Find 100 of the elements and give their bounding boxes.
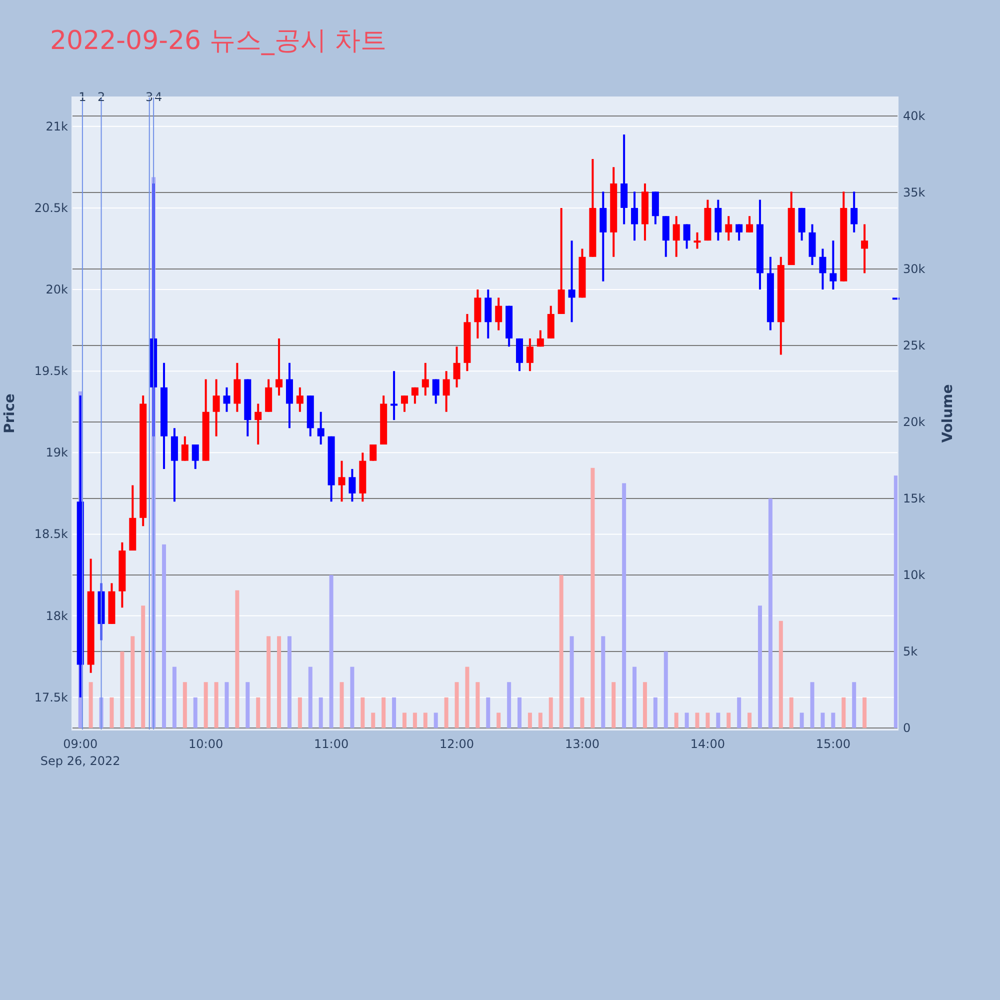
bar <box>622 483 626 728</box>
bar <box>486 697 490 728</box>
bar <box>110 697 114 728</box>
candlestick <box>746 215 754 234</box>
candlestick <box>453 346 460 388</box>
candlestick <box>390 370 398 422</box>
candlestick <box>400 394 408 413</box>
bar <box>570 636 574 728</box>
candlestick <box>536 329 544 348</box>
bar <box>204 682 208 728</box>
bar <box>862 697 867 728</box>
bar <box>88 682 93 728</box>
candlestick <box>370 443 377 462</box>
candlestick <box>683 223 690 250</box>
bar <box>182 682 187 728</box>
bar <box>360 697 365 728</box>
y-tick-label: 20.5k <box>34 200 68 215</box>
candlestick <box>181 435 188 462</box>
bar <box>308 666 312 728</box>
y2-tick-label: 35k <box>903 185 926 200</box>
bar <box>287 636 292 728</box>
y-tick-label: 20k <box>46 282 68 297</box>
bar <box>172 666 176 728</box>
bar <box>340 682 344 728</box>
bar <box>507 682 512 728</box>
bar <box>120 652 124 728</box>
bar <box>256 697 260 728</box>
bar <box>266 636 271 728</box>
bar <box>434 712 438 728</box>
bar <box>737 697 742 728</box>
x-tick-label: 09:00 Sep 26, 2022 <box>40 737 120 768</box>
bar <box>382 697 386 728</box>
candlestick <box>819 248 826 291</box>
y2-tick-label: 5k <box>903 644 918 659</box>
bar <box>465 666 470 728</box>
candlestick <box>422 362 429 397</box>
bar <box>350 666 354 728</box>
bar <box>695 712 700 728</box>
x-tick-label: 13:00 <box>564 737 600 751</box>
bar <box>831 712 836 728</box>
candlestick <box>212 378 220 438</box>
bar <box>496 712 501 728</box>
y2-tick-label: 30k <box>903 262 926 276</box>
y2-tick-label: 10k <box>903 568 926 582</box>
bar <box>246 682 250 728</box>
bar <box>664 652 668 728</box>
y-tick-label: 18.5k <box>34 527 68 542</box>
bar <box>716 712 720 728</box>
candlestick <box>495 296 502 332</box>
y-tick-label: 19k <box>46 446 68 460</box>
bar <box>758 606 762 728</box>
bar <box>684 712 689 728</box>
bar <box>423 712 428 728</box>
bar <box>528 712 532 728</box>
y2-axis-title: Volume <box>940 384 956 443</box>
bar <box>800 712 804 728</box>
bar <box>820 712 825 728</box>
bar <box>193 697 198 728</box>
y-tick-label: 17.5k <box>34 690 68 704</box>
y2-tick-label: 25k <box>903 338 926 352</box>
candlestick <box>694 231 701 250</box>
bar <box>601 636 606 728</box>
bar <box>653 697 658 728</box>
bar <box>778 620 783 728</box>
x-tick-label: 15:00 <box>816 737 850 751</box>
bar <box>674 712 678 728</box>
candlestick <box>725 215 732 242</box>
candlestick <box>442 370 450 413</box>
bar <box>412 712 417 728</box>
y-tick-label: 19.5k <box>34 364 68 378</box>
candlestick <box>223 386 230 413</box>
bar <box>632 666 637 728</box>
bar <box>518 697 522 728</box>
y2-tick-label: 15k <box>903 491 926 506</box>
y-tick-label: 18k <box>46 608 68 623</box>
y2-tick-label: 20k <box>903 414 926 429</box>
x-tick-label: 11:00 <box>314 737 349 751</box>
bar <box>538 712 542 728</box>
candlestick <box>192 443 199 470</box>
bar <box>329 575 334 728</box>
bar <box>548 697 553 728</box>
chart-title: 2022-09-26 뉴스_공시 차트 <box>50 26 387 56</box>
y2-tick-label: 40k <box>903 108 926 123</box>
bar <box>748 712 752 728</box>
bar <box>842 697 846 728</box>
candlestick <box>850 190 858 234</box>
bar <box>277 636 282 728</box>
candlestick <box>526 337 534 372</box>
candlestick <box>411 386 418 405</box>
bar <box>130 636 135 728</box>
candlestick <box>317 410 324 446</box>
bar <box>402 712 406 728</box>
candlestick <box>348 468 356 503</box>
bar <box>318 697 323 728</box>
x-tick-label: 12:00 <box>439 737 474 751</box>
bar <box>224 682 229 728</box>
candlestick <box>432 378 440 405</box>
bar <box>214 682 218 728</box>
bar <box>580 697 584 728</box>
y-tick-label: 21k <box>46 119 68 134</box>
